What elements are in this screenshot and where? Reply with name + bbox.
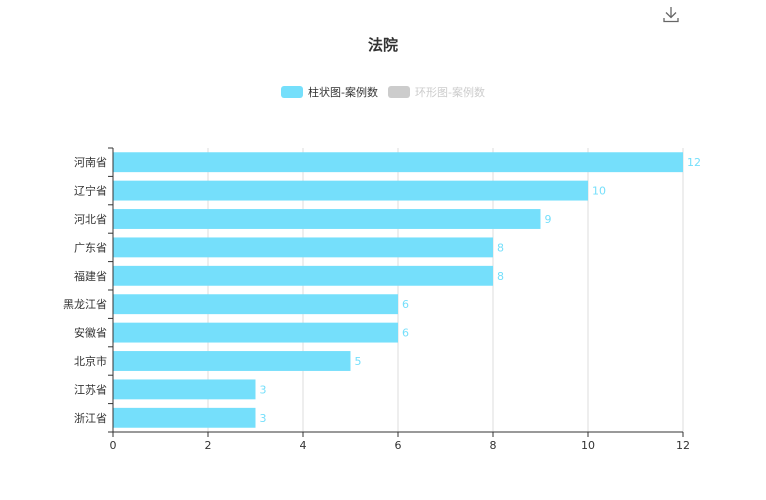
bar <box>113 351 351 371</box>
x-tick-label: 12 <box>676 439 690 452</box>
y-tick-label: 江苏省 <box>74 383 107 396</box>
bar <box>113 237 493 258</box>
legend-label-ring: 环形图-案例数 <box>415 86 485 99</box>
bar-value-label: 8 <box>497 241 504 254</box>
y-tick-label: 辽宁省 <box>74 184 107 198</box>
y-tick-label: 北京市 <box>74 354 107 368</box>
bar-value-label: 10 <box>592 185 606 198</box>
y-tick-label: 浙江省 <box>74 412 107 425</box>
bar-value-label: 8 <box>497 270 504 283</box>
bar-value-label: 6 <box>402 298 409 311</box>
y-tick-label: 黑龙江省 <box>63 298 107 311</box>
bar-value-label: 9 <box>545 213 552 226</box>
bar <box>113 209 541 229</box>
bar <box>113 407 256 428</box>
x-tick-label: 8 <box>490 439 497 452</box>
x-tick-label: 4 <box>300 439 307 452</box>
bar-value-label: 12 <box>687 156 701 169</box>
y-tick-label: 河南省 <box>74 156 107 169</box>
y-tick-label: 广东省 <box>74 241 107 254</box>
legend-label-bar: 柱状图-案例数 <box>308 86 378 99</box>
legend-swatch-bar <box>281 86 304 98</box>
bar-value-label: 5 <box>355 355 362 368</box>
bar <box>113 379 256 400</box>
x-tick-label: 10 <box>581 439 595 452</box>
x-tick-label: 6 <box>395 439 402 452</box>
bar <box>113 180 588 201</box>
bar <box>113 265 493 286</box>
legend: 柱状图-案例数 环形图-案例数 <box>0 84 766 100</box>
y-tick-label: 福建省 <box>74 269 107 283</box>
x-tick-label: 2 <box>205 439 212 452</box>
legend-item-bar[interactable]: 柱状图-案例数 <box>281 84 378 100</box>
bar <box>113 294 398 315</box>
bar-value-label: 6 <box>402 327 409 340</box>
legend-swatch-ring <box>388 86 410 98</box>
chart-title: 法院 <box>367 36 398 54</box>
bar-value-label: 3 <box>260 383 267 396</box>
y-tick-label: 安徽省 <box>74 326 107 340</box>
legend-item-ring[interactable]: 环形图-案例数 <box>388 84 485 100</box>
bar <box>113 152 683 173</box>
bar <box>113 322 398 343</box>
y-tick-label: 河北省 <box>74 213 107 226</box>
bar-value-label: 3 <box>260 412 267 425</box>
download-button[interactable] <box>661 4 681 24</box>
download-icon <box>663 7 679 23</box>
x-tick-label: 0 <box>110 439 117 452</box>
